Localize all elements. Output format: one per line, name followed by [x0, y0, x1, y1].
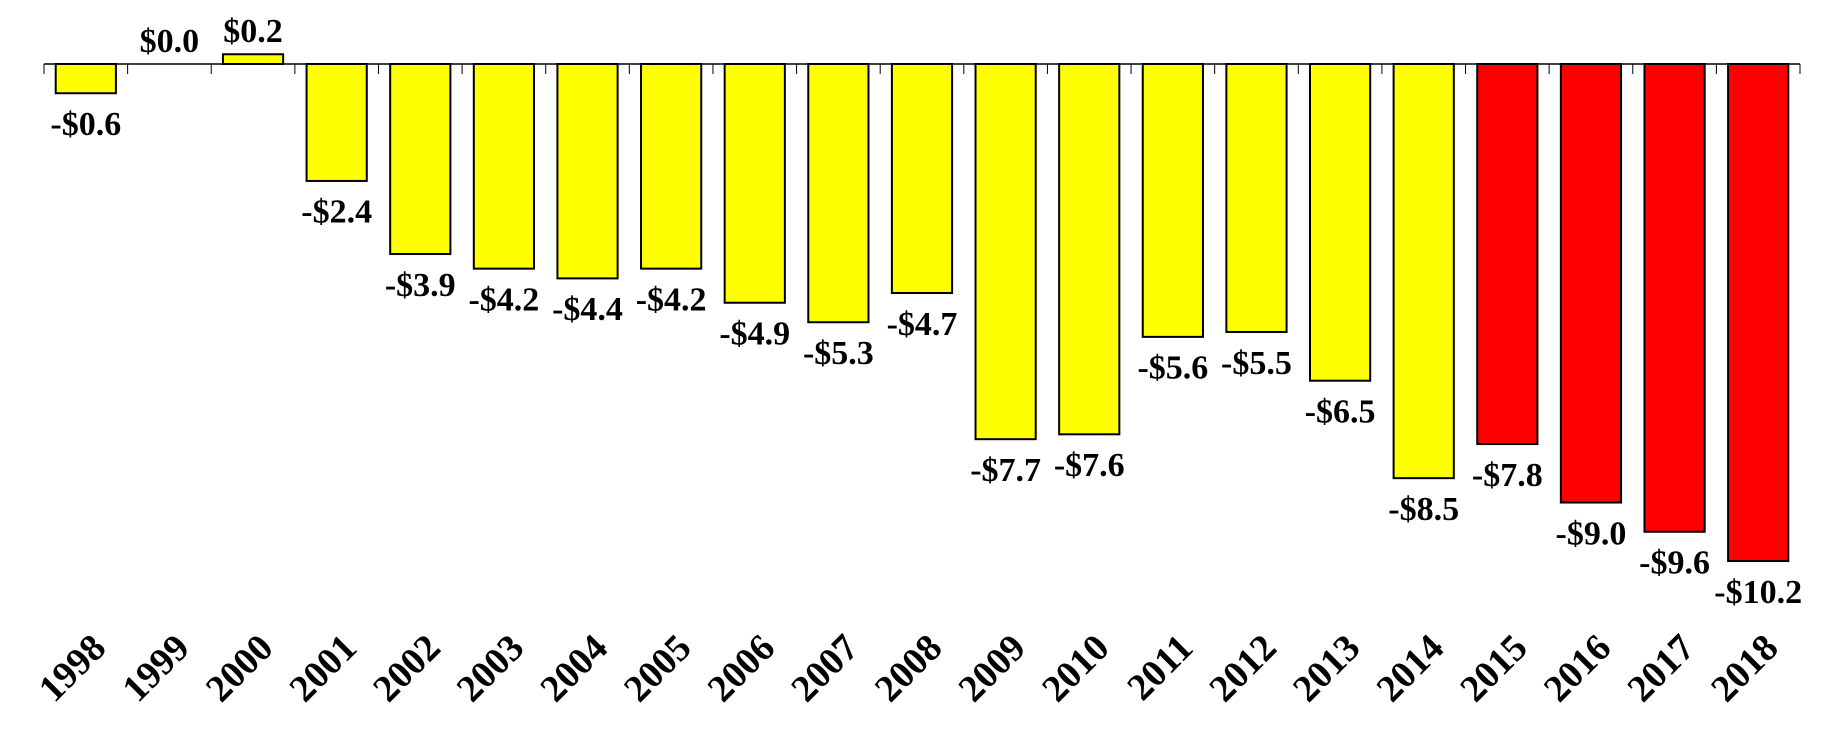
bar: [54, 63, 117, 95]
x-tick-label: 2011: [1119, 627, 1201, 709]
value-label: -$7.7: [970, 452, 1041, 489]
x-tick-label: 1999: [114, 627, 197, 710]
x-tick-label: 2004: [532, 627, 615, 710]
x-tick-label: 2013: [1285, 627, 1368, 710]
value-label: -$9.0: [1556, 515, 1627, 552]
bar: [890, 63, 954, 295]
value-label: -$8.5: [1388, 491, 1459, 528]
bar: [556, 63, 619, 280]
bar: [807, 63, 870, 324]
bar: [389, 63, 452, 256]
value-label: -$7.6: [1054, 447, 1125, 484]
bar: [1225, 63, 1288, 333]
value-label: $0.0: [140, 23, 200, 60]
value-label: -$4.7: [887, 306, 958, 343]
value-label: -$10.2: [1714, 574, 1802, 611]
bar: [1141, 63, 1204, 338]
value-label: -$5.3: [803, 335, 874, 372]
x-tick-label: 2006: [700, 627, 783, 710]
x-tick-label: 2002: [365, 627, 448, 710]
bar: [472, 63, 536, 270]
x-tick-label: 2010: [1034, 627, 1117, 710]
value-label: -$4.2: [468, 281, 539, 318]
x-tick-label: 2007: [783, 627, 866, 710]
value-label: -$5.6: [1137, 350, 1208, 387]
x-tick-label: 2000: [198, 627, 281, 710]
x-tick-label: 2012: [1201, 627, 1284, 710]
bar: [1727, 63, 1790, 562]
bar: [1559, 63, 1623, 504]
x-tick-label: 2005: [616, 627, 699, 710]
x-tick-label: 2001: [282, 627, 365, 710]
value-label: -$4.4: [552, 291, 623, 328]
value-label: $0.2: [223, 13, 283, 50]
bar: [1643, 63, 1706, 533]
bar: [221, 53, 285, 65]
bar: [974, 63, 1037, 441]
bar: [1308, 63, 1372, 382]
value-label: -$3.9: [385, 267, 456, 304]
x-tick-label: 2018: [1703, 627, 1786, 710]
x-tick-label: 2014: [1369, 627, 1452, 710]
x-tick-label: 2003: [449, 627, 532, 710]
x-tick-label: 1998: [31, 627, 114, 710]
value-label: -$4.9: [719, 316, 790, 353]
bar: [305, 63, 368, 182]
value-label: -$5.5: [1221, 345, 1292, 382]
value-label: -$6.5: [1305, 394, 1376, 431]
bar: [1058, 63, 1121, 436]
x-tick-label: 2016: [1536, 627, 1619, 710]
x-tick-label: 2009: [951, 627, 1034, 710]
bar: [1476, 63, 1539, 446]
bar: [1392, 63, 1455, 480]
value-label: -$7.8: [1472, 457, 1543, 494]
x-tick-label: 2017: [1619, 627, 1702, 710]
bar: [640, 63, 703, 270]
x-tick-label: 2015: [1452, 627, 1535, 710]
value-label: -$0.6: [50, 106, 121, 143]
value-label: -$4.2: [636, 281, 707, 318]
value-label: -$2.4: [301, 194, 372, 231]
value-label: -$9.6: [1639, 545, 1710, 582]
bar: [723, 63, 786, 304]
x-tick-label: 2008: [867, 627, 950, 710]
